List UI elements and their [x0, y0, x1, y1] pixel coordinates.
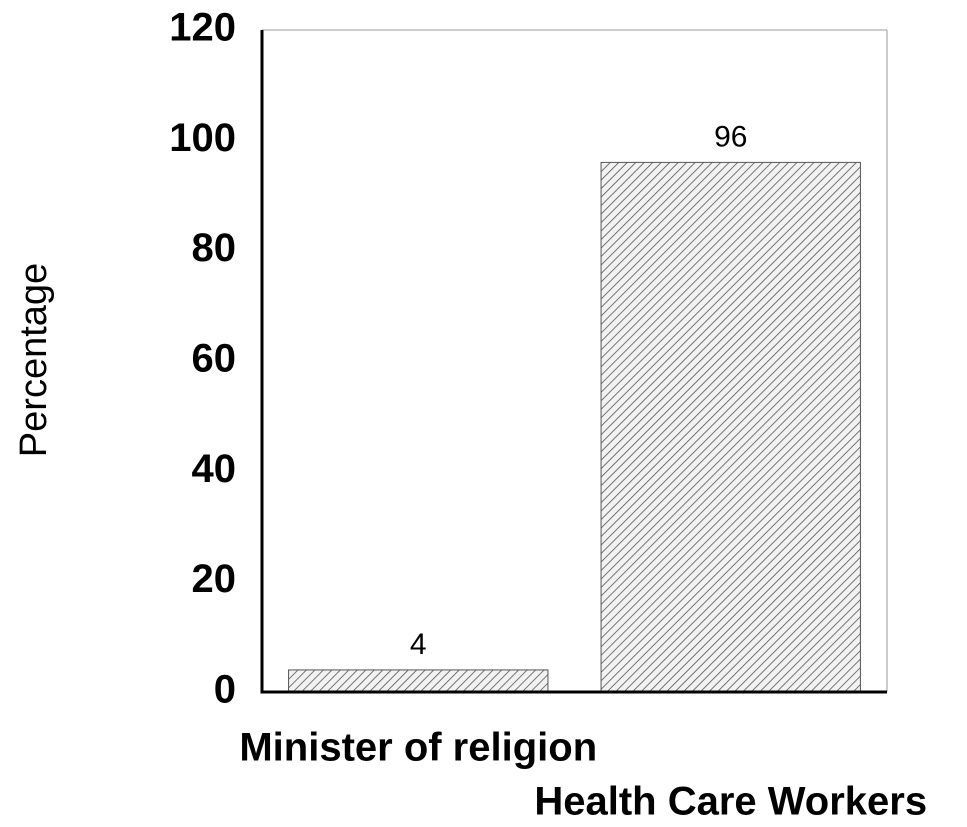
y-tick-label: 120 [169, 6, 236, 50]
x-tick-label: Health Care Workers [534, 780, 927, 824]
y-tick-label: 0 [214, 668, 236, 712]
y-tick-label: 40 [192, 447, 237, 491]
x-tick-label: Minister of religion [239, 726, 597, 770]
y-tick-label: 20 [192, 557, 237, 601]
data-label: 96 [714, 120, 747, 153]
y-axis-title: Percentage [13, 263, 55, 457]
data-label: 4 [410, 628, 427, 661]
y-tick-label: 60 [192, 337, 237, 381]
bar [288, 669, 549, 693]
bar [600, 161, 861, 693]
y-tick-label: 80 [192, 226, 237, 270]
y-tick-label: 100 [169, 116, 236, 160]
